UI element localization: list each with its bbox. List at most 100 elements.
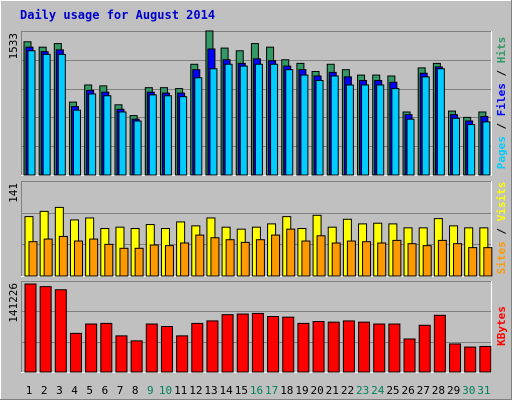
pages-bar	[315, 79, 324, 176]
pages-bar	[330, 75, 339, 176]
sites-bar	[392, 239, 402, 277]
hits-files-pages-panel: 1533 Pages / Files / Hits	[7, 30, 508, 176]
day-label: 11	[174, 384, 187, 397]
day-label: 1	[26, 384, 33, 397]
day-label: 10	[159, 384, 172, 397]
pages-bar	[436, 68, 445, 176]
pages-bar	[406, 118, 415, 176]
sites-bar	[119, 247, 129, 277]
sites-bar	[437, 239, 447, 277]
pages-bar	[239, 65, 248, 176]
kbytes-bar	[39, 286, 52, 373]
day-label: 14	[220, 384, 234, 397]
legend-pages: Pages	[495, 136, 508, 169]
day-label: 25	[386, 384, 399, 397]
sites-bar	[483, 247, 493, 277]
day-label: 9	[147, 384, 154, 397]
sites-bar	[210, 237, 220, 277]
kbytes-bar	[251, 312, 264, 373]
day-label: 12	[189, 384, 202, 397]
kbytes-bar	[464, 346, 477, 373]
kbytes-bar	[418, 324, 431, 373]
kbytes-bar	[342, 320, 355, 373]
day-label: 5	[86, 384, 93, 397]
pages-bar	[163, 95, 172, 176]
pages-bar	[194, 77, 203, 176]
sites-bar	[331, 242, 341, 277]
pages-bar	[300, 74, 309, 176]
pages-bar	[224, 63, 233, 176]
kbytes-bar	[145, 323, 158, 373]
kbytes-bar	[433, 314, 446, 373]
kbytes-bar	[115, 335, 128, 373]
day-label: 21	[326, 384, 339, 397]
series-legend: Pages / Files / Hits	[495, 37, 508, 170]
pages-bar	[376, 84, 385, 176]
kbytes-bar	[160, 326, 173, 373]
pages-bar	[254, 63, 263, 176]
day-label: 17	[265, 384, 278, 397]
day-label: 24	[371, 384, 385, 397]
sites-bar	[89, 238, 99, 277]
pages-bar	[42, 53, 51, 176]
kbytes-bar	[297, 322, 310, 373]
pages-bar	[133, 120, 142, 176]
kbytes-bar	[69, 332, 82, 373]
kbytes-bar	[312, 321, 325, 373]
kbytes-bar	[403, 338, 416, 373]
sites-bar	[180, 242, 190, 277]
pages-bar	[179, 96, 188, 176]
pages-bar	[467, 124, 476, 176]
day-label: 2	[41, 384, 48, 397]
sites-bar	[104, 243, 114, 277]
kbytes-bar	[176, 335, 189, 373]
kbytes-bar	[206, 320, 219, 373]
sites-bar	[301, 240, 311, 277]
kbytes-bar	[373, 323, 386, 373]
pages-bar	[452, 117, 461, 176]
legend-separator: /	[495, 116, 508, 136]
sites-bar	[377, 242, 387, 277]
day-label: 15	[235, 384, 248, 397]
kbytes-bar	[191, 322, 204, 373]
pages-bar	[72, 109, 81, 176]
day-labels: 1 2 3 4 5 6 7 8 9 10 11 12 13 14 15 16 17 18 19 20 21 22 23 24 2…	[26, 384, 491, 397]
kbytes-bar	[221, 314, 234, 373]
day-label: 28	[432, 384, 445, 397]
day-label: 3	[56, 384, 63, 397]
series-legend: KBytes	[495, 306, 508, 346]
sites-bar	[422, 245, 432, 277]
pages-bar	[27, 50, 36, 176]
sites-bar	[225, 239, 235, 277]
sites-bar	[468, 247, 478, 277]
pages-bar	[421, 76, 430, 176]
chart-title: Daily usage for August 2014	[20, 8, 215, 22]
series-legend: Sites / Visits	[495, 182, 508, 275]
sites-bar	[407, 243, 417, 277]
sites-bar	[149, 244, 159, 277]
pages-bar	[88, 93, 97, 176]
pages-bar	[391, 88, 400, 176]
kbytes-bar	[479, 345, 492, 373]
sites-bar	[58, 235, 68, 277]
kbytes-bar	[388, 323, 401, 373]
legend-separator: /	[495, 221, 508, 241]
legend-files: Files	[495, 83, 508, 116]
sites-bar	[286, 228, 296, 277]
max-value-label: 141	[7, 183, 20, 203]
kbytes-bar	[267, 316, 280, 373]
day-label: 16	[250, 384, 263, 397]
kbytes-bar	[327, 321, 340, 373]
pages-bar	[148, 94, 157, 176]
pages-bar	[57, 53, 66, 176]
legend-hits: Hits	[495, 37, 508, 64]
pages-bar	[209, 68, 218, 176]
max-value-label: 141226	[7, 283, 20, 323]
day-label: 22	[341, 384, 354, 397]
sites-bar	[73, 240, 83, 277]
sites-bar	[362, 241, 372, 277]
kbytes-bar	[54, 289, 67, 373]
sites-bar	[164, 245, 174, 277]
kbytes-bar	[358, 321, 371, 373]
kbytes-panel: 141226 KBytes	[7, 281, 508, 373]
